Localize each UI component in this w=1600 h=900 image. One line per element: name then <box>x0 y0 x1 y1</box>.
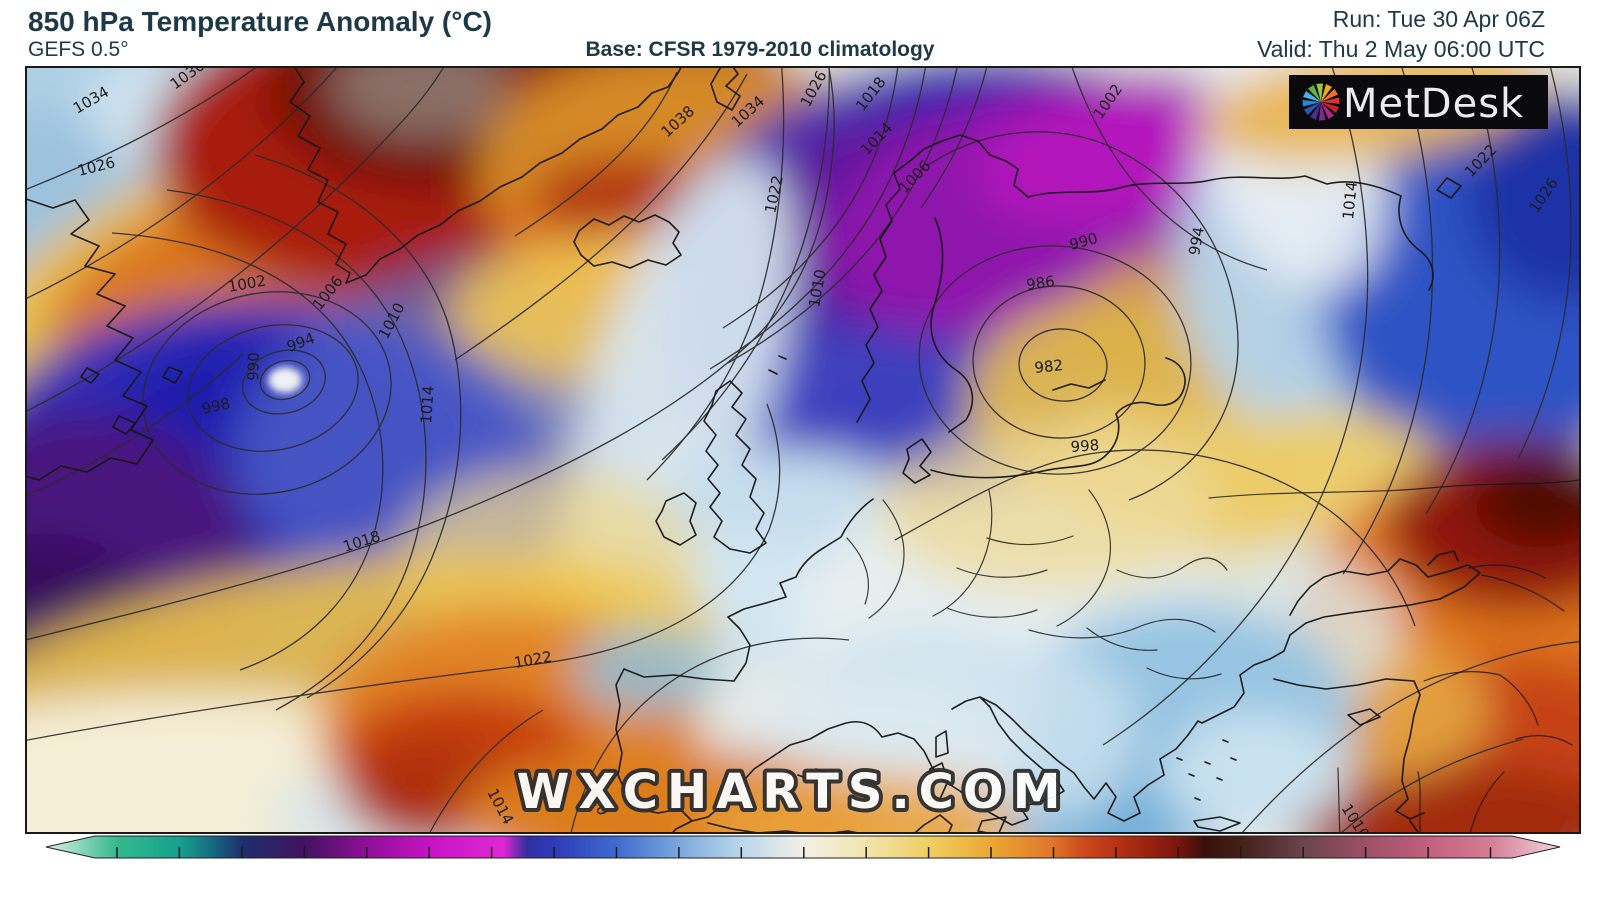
contour-label: 986 <box>1025 272 1056 294</box>
valid-time-label: Valid: Thu 2 May 06:00 UTC <box>1256 36 1545 62</box>
watermark: WXCHARTS.COM <box>517 764 1070 820</box>
colorbar: −32−28−24−20−16−12−10−8−6−4−202468101216… <box>0 830 1600 900</box>
map-area: 1034 1030 1026 1002 1006 1010 1014 990 9… <box>25 66 1581 834</box>
contour-label: 998 <box>1070 436 1100 456</box>
metdesk-pinwheel-icon <box>1302 83 1340 121</box>
pressure-contours <box>27 68 1579 832</box>
colorbar-svg <box>45 835 1561 859</box>
model-label: GEFS 0.5° <box>28 38 129 61</box>
header: 850 hPa Temperature Anomaly (°C) GEFS 0.… <box>0 0 1600 64</box>
page-title: 850 hPa Temperature Anomaly (°C) <box>28 6 492 37</box>
contour-label: 1014 <box>417 385 438 424</box>
contour-label: 1014 <box>1339 181 1361 221</box>
run-time-label: Run: Tue 30 Apr 06Z <box>1332 6 1545 32</box>
climatology-base-label: Base: CFSR 1979-2010 climatology <box>585 38 935 61</box>
low-center-eye <box>268 367 302 393</box>
anomaly-map-svg: 1034 1030 1026 1002 1006 1010 1014 990 9… <box>27 68 1579 832</box>
contour-label: 982 <box>1034 356 1064 377</box>
metdesk-logo: MetDesk <box>1289 75 1548 129</box>
contour-label: 990 <box>244 352 263 381</box>
contour-label: 998 <box>200 394 232 418</box>
colorbar-ticks <box>116 847 1492 858</box>
contour-label: 994 <box>1185 225 1208 256</box>
colorbar-gradient-bar <box>45 835 1561 859</box>
logo-text: MetDesk <box>1343 81 1524 127</box>
coastlines <box>27 68 1579 832</box>
